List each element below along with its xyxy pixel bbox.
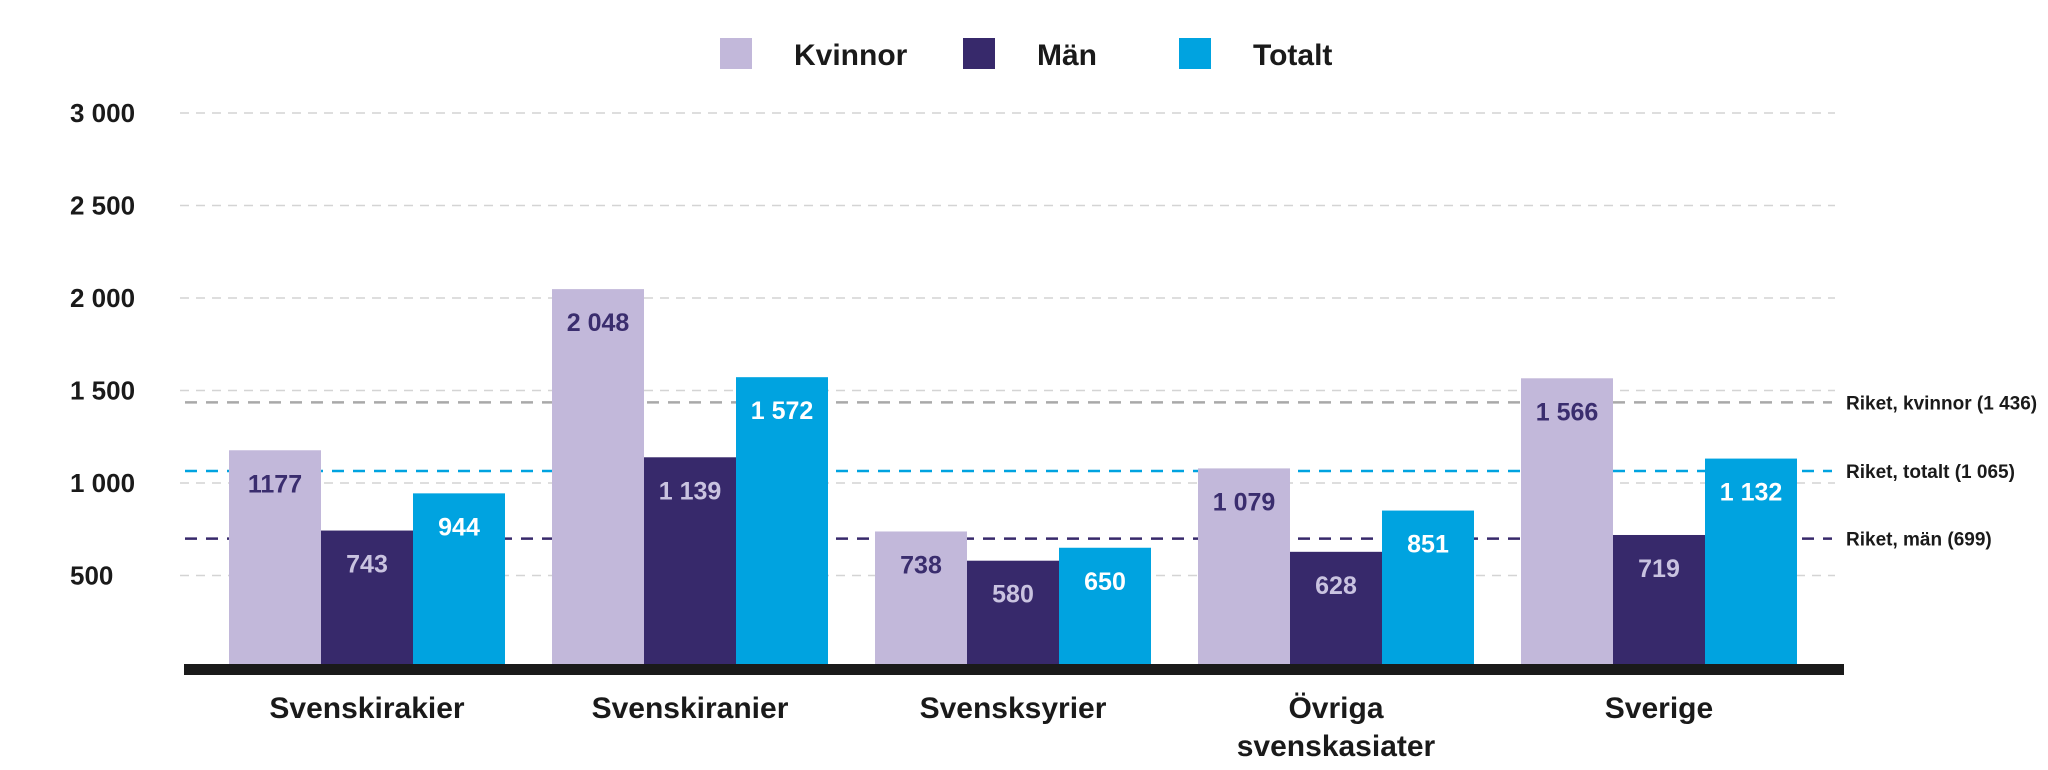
legend-swatch <box>720 38 752 69</box>
bar-value-label: 1177 <box>248 470 302 498</box>
bar-value-label: 1 079 <box>1213 488 1276 516</box>
category-label: Övriga <box>1288 692 1383 725</box>
bar <box>644 457 736 668</box>
legend-label: Totalt <box>1253 39 1332 72</box>
y-tick-label: 1 000 <box>70 468 135 498</box>
bar <box>1059 547 1151 668</box>
bar-value-label: 650 <box>1084 568 1126 596</box>
bar-value-label: 851 <box>1407 531 1449 559</box>
y-tick-label: 2 500 <box>70 191 135 221</box>
bar-value-label: 580 <box>992 581 1034 609</box>
bar-value-label: 1 572 <box>751 397 814 425</box>
bar-value-label: 944 <box>438 513 480 541</box>
bar <box>321 530 413 668</box>
bar <box>736 377 828 668</box>
legend-label: Kvinnor <box>794 39 908 72</box>
bar-value-label: 628 <box>1315 572 1357 600</box>
category-label: svenskasiater <box>1237 730 1436 763</box>
bar <box>552 289 644 668</box>
category-label: Sverige <box>1605 692 1713 725</box>
reference-line-label: Riket, män (699) <box>1846 530 1992 551</box>
legend-swatch <box>1179 38 1211 69</box>
bar-value-label: 1 566 <box>1536 398 1599 426</box>
y-tick-label: 500 <box>70 561 113 591</box>
bar <box>1198 468 1290 668</box>
reference-line-label: Riket, totalt (1 065) <box>1846 462 2015 483</box>
category-label: Svensksyrier <box>920 692 1107 725</box>
bar <box>1290 551 1382 668</box>
bar-value-label: 743 <box>346 551 388 579</box>
bar-value-label: 1 132 <box>1720 479 1783 507</box>
y-tick-label: 3 000 <box>70 98 135 128</box>
bar-value-label: 738 <box>900 551 942 579</box>
bar-value-label: 2 048 <box>567 309 630 337</box>
bar <box>967 560 1059 668</box>
y-tick-label: 2 000 <box>70 283 135 313</box>
bar <box>1521 378 1613 668</box>
category-label: Svenskirakier <box>269 692 464 725</box>
bar-value-label: 1 139 <box>659 477 722 505</box>
y-tick-label: 1 500 <box>70 376 135 406</box>
bar <box>1705 458 1797 668</box>
bar <box>1613 534 1705 668</box>
legend-swatch <box>963 38 995 69</box>
reference-line-label: Riket, kvinnor (1 436) <box>1846 393 2037 414</box>
legend-label: Män <box>1037 39 1097 72</box>
bar <box>413 493 505 668</box>
category-label: Svenskiranier <box>592 692 789 725</box>
bar <box>875 531 967 668</box>
bar <box>229 450 321 668</box>
bar-value-label: 719 <box>1638 555 1680 583</box>
bar <box>1382 510 1474 668</box>
x-axis-line <box>184 664 1844 675</box>
